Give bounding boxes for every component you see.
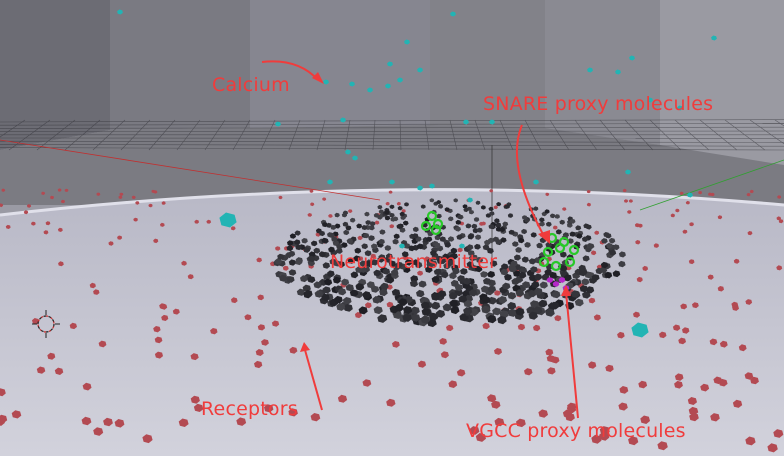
calcium-label: Calcium: [212, 74, 290, 96]
snare-label: SNARE proxy molecules: [483, 93, 713, 115]
vgcc-label: VGCC proxy molecules: [466, 420, 686, 442]
floor-plane: [0, 190, 784, 456]
receptors-label: Receptors: [201, 398, 298, 420]
neurotransmitter-label: Neurotransmitter: [330, 251, 497, 273]
3d-cursor-icon[interactable]: [32, 310, 60, 338]
